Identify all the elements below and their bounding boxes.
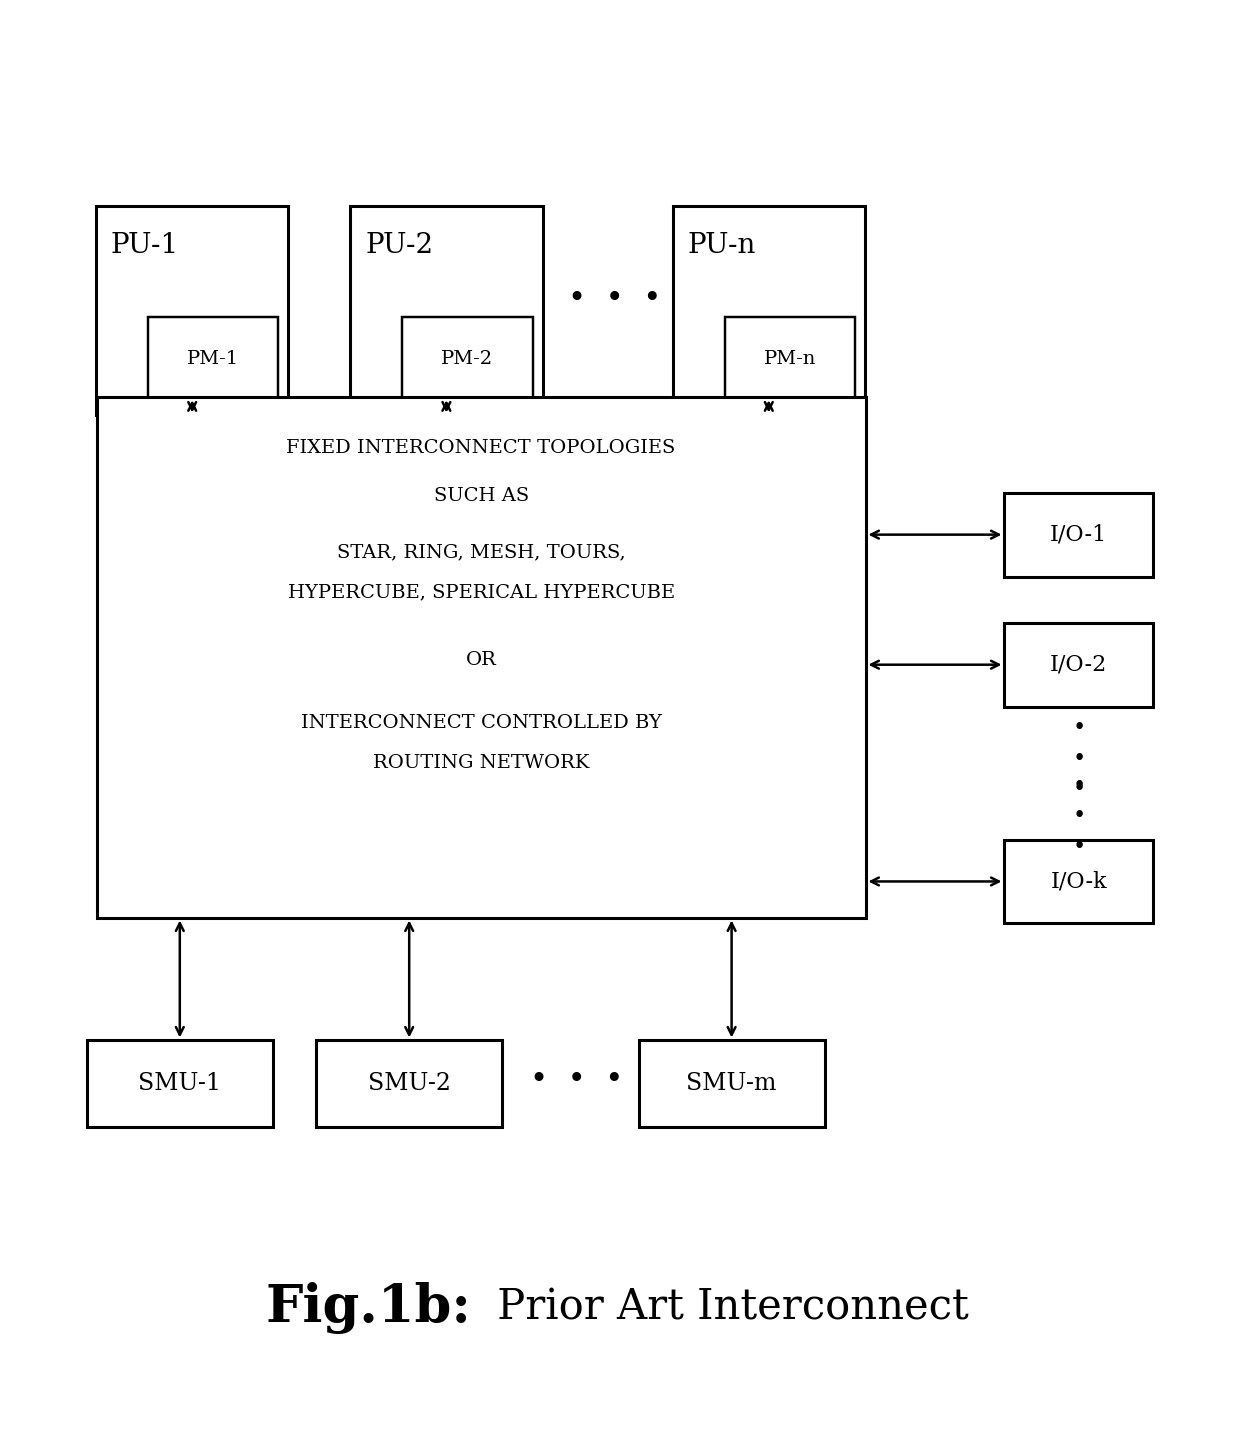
Bar: [1004, 840, 1153, 923]
Text: I/O-2: I/O-2: [1050, 653, 1107, 676]
Bar: [639, 1040, 825, 1127]
Text: Prior Art Interconnect: Prior Art Interconnect: [484, 1286, 968, 1329]
Bar: [316, 1040, 502, 1127]
Text: SMU-m: SMU-m: [687, 1072, 776, 1095]
Text: •  •  •: • • •: [529, 1065, 624, 1097]
Text: ROUTING NETWORK: ROUTING NETWORK: [373, 754, 589, 772]
Text: I/O-1: I/O-1: [1050, 523, 1107, 546]
Text: STAR, RING, MESH, TOURS,: STAR, RING, MESH, TOURS,: [337, 543, 625, 561]
Text: •
•
•: • • •: [1073, 775, 1085, 858]
Bar: [97, 205, 288, 416]
Bar: [149, 316, 278, 400]
Text: PM-1: PM-1: [187, 350, 239, 368]
Text: INTERCONNECT CONTROLLED BY: INTERCONNECT CONTROLLED BY: [300, 714, 662, 731]
Bar: [724, 316, 856, 400]
Bar: [672, 205, 866, 416]
Bar: [402, 316, 532, 400]
Text: SUCH AS: SUCH AS: [434, 487, 528, 504]
Text: SMU-1: SMU-1: [139, 1072, 221, 1095]
Text: Fig.1b:: Fig.1b:: [265, 1282, 471, 1334]
Text: PM-2: PM-2: [441, 350, 494, 368]
Text: PU-1: PU-1: [112, 231, 180, 259]
Bar: [97, 397, 866, 918]
Bar: [1004, 623, 1153, 707]
Text: SMU-2: SMU-2: [368, 1072, 450, 1095]
Text: HYPERCUBE, SPERICAL HYPERCUBE: HYPERCUBE, SPERICAL HYPERCUBE: [288, 584, 675, 601]
Text: I/O-k: I/O-k: [1050, 870, 1107, 893]
Text: •
•
•: • • •: [1073, 717, 1085, 801]
Bar: [350, 205, 543, 416]
Bar: [1004, 493, 1153, 577]
Text: OR: OR: [466, 652, 496, 669]
Text: PU-2: PU-2: [365, 231, 433, 259]
Bar: [87, 1040, 273, 1127]
Text: PU-n: PU-n: [687, 231, 756, 259]
Text: FIXED INTERCONNECT TOPOLOGIES: FIXED INTERCONNECT TOPOLOGIES: [286, 439, 676, 457]
Text: •  •  •: • • •: [568, 283, 662, 315]
Text: PM-n: PM-n: [764, 350, 816, 368]
